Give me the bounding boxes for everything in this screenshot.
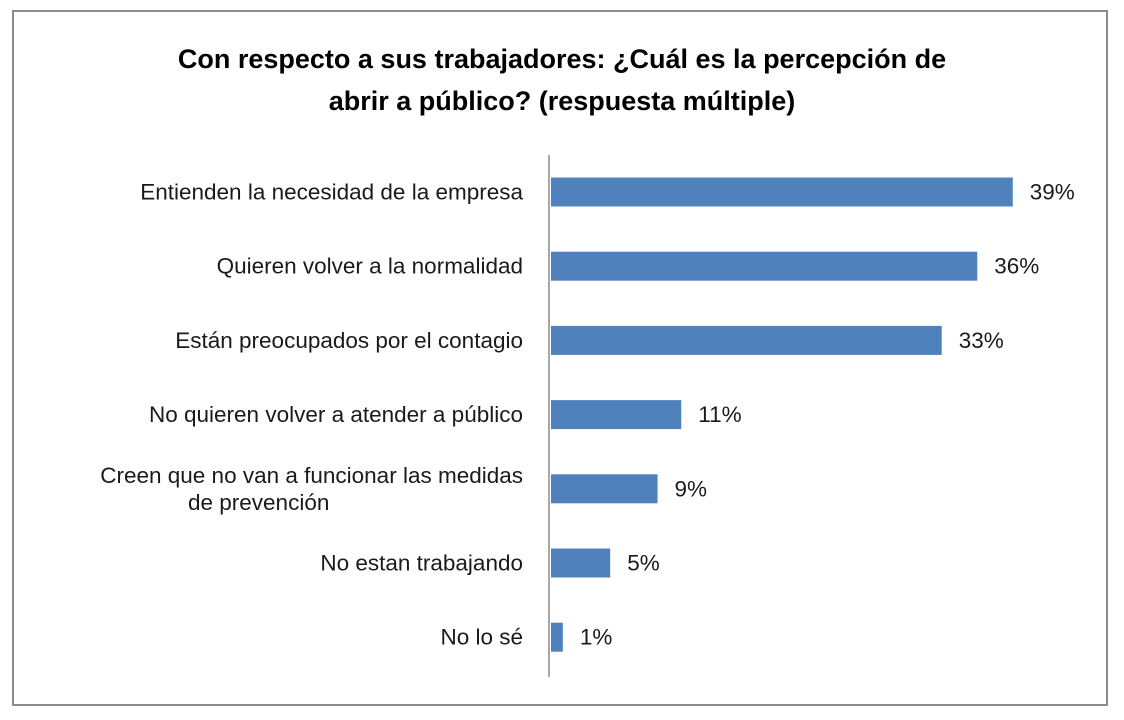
category-label-5-line-1: Creen que no van a funcionar las medidas <box>100 463 523 488</box>
chart-title-line-1: Con respecto a sus trabajadores: ¿Cuál e… <box>177 44 947 74</box>
category-label-2-line-1: Quieren volver a la normalidad <box>217 254 523 279</box>
value-label-6: 5% <box>627 551 660 576</box>
category-label-6-line-1: No estan trabajando <box>320 551 523 576</box>
category-label-4: No quieren volver a atender a público <box>149 402 523 427</box>
bar-2 <box>551 251 978 281</box>
value-label-5: 9% <box>675 476 708 501</box>
bar-6 <box>551 548 611 578</box>
category-label-6: No estan trabajando <box>320 551 523 576</box>
value-label-2: 36% <box>994 254 1039 279</box>
category-label-7-line-1: No lo sé <box>440 625 523 650</box>
category-label-1: Entienden la necesidad de la empresa <box>140 180 523 205</box>
value-labels-group: 39% 36% 33% 11% 9% 5% 1% <box>580 180 1075 650</box>
category-label-3-line-1: Están preocupados por el contagio <box>175 328 523 353</box>
bars-group <box>551 177 1013 652</box>
category-labels-group: Entienden la necesidad de la empresa Quie… <box>100 180 523 650</box>
bar-5 <box>551 474 658 504</box>
value-label-3: 33% <box>959 328 1004 353</box>
category-label-7: No lo sé <box>440 625 523 650</box>
bar-3 <box>551 325 942 355</box>
chart-title-line-2: abrir a público? (respuesta múltiple) <box>328 86 796 116</box>
bar-7 <box>551 622 563 652</box>
bar-1 <box>551 177 1013 207</box>
chart-title: Con respecto a sus trabajadores: ¿Cuál e… <box>0 38 1124 122</box>
value-label-4: 11% <box>698 402 741 427</box>
chart-frame <box>12 10 1108 706</box>
category-label-5-line-2: de prevención <box>188 490 329 515</box>
category-label-2: Quieren volver a la normalidad <box>217 254 523 279</box>
value-label-1: 39% <box>1030 180 1075 205</box>
bar-4 <box>551 400 682 430</box>
category-label-4-line-1: No quieren volver a atender a público <box>149 402 523 427</box>
value-label-7: 1% <box>580 625 613 650</box>
category-label-3: Están preocupados por el contagio <box>175 328 523 353</box>
category-label-5: Creen que no van a funcionar las medidas… <box>100 463 523 515</box>
category-label-1-line-1: Entienden la necesidad de la empresa <box>140 180 523 205</box>
